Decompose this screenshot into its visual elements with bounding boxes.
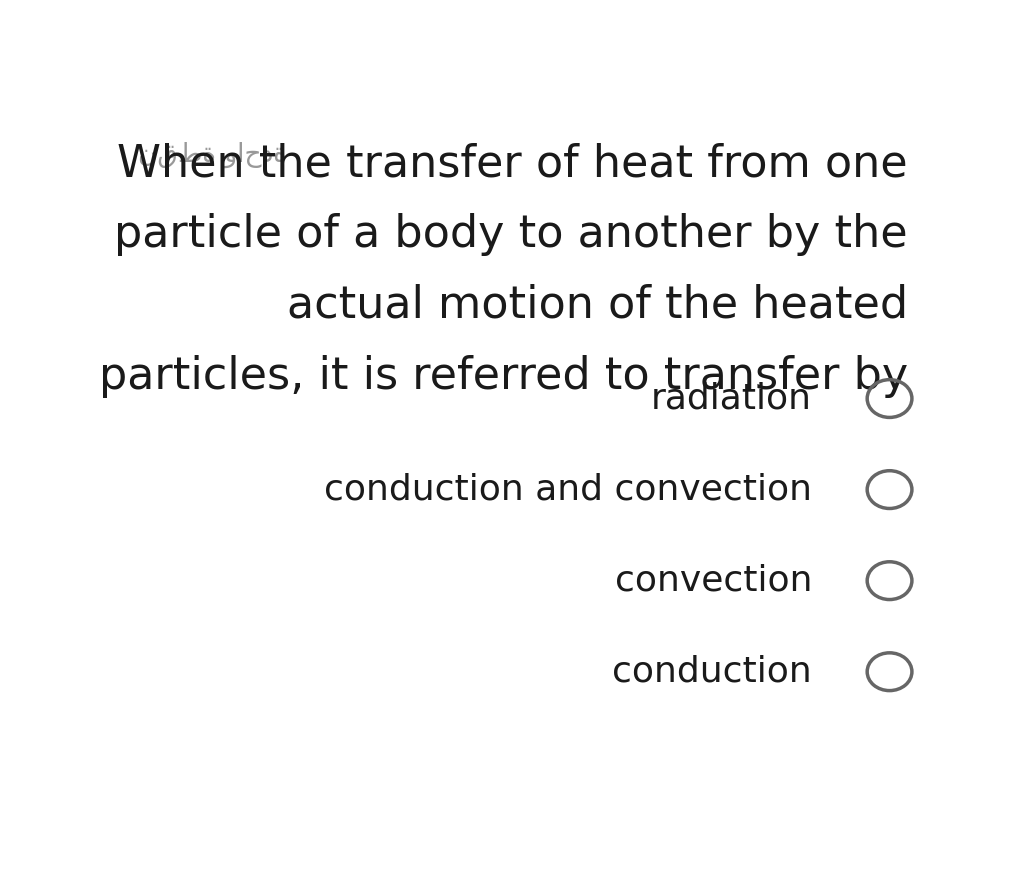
- Text: When the transfer of heat from one: When the transfer of heat from one: [118, 142, 908, 185]
- Text: conduction and convection: conduction and convection: [324, 472, 812, 506]
- Text: particles, it is referred to transfer by: particles, it is referred to transfer by: [99, 355, 908, 398]
- Text: radiation: radiation: [651, 382, 812, 415]
- Text: actual motion of the heated: actual motion of the heated: [287, 284, 908, 327]
- Text: particle of a body to another by the: particle of a body to another by the: [114, 213, 908, 256]
- Text: نقطة واحدة: نقطة واحدة: [138, 142, 288, 168]
- Text: conduction: conduction: [612, 654, 812, 689]
- Text: convection: convection: [614, 563, 812, 597]
